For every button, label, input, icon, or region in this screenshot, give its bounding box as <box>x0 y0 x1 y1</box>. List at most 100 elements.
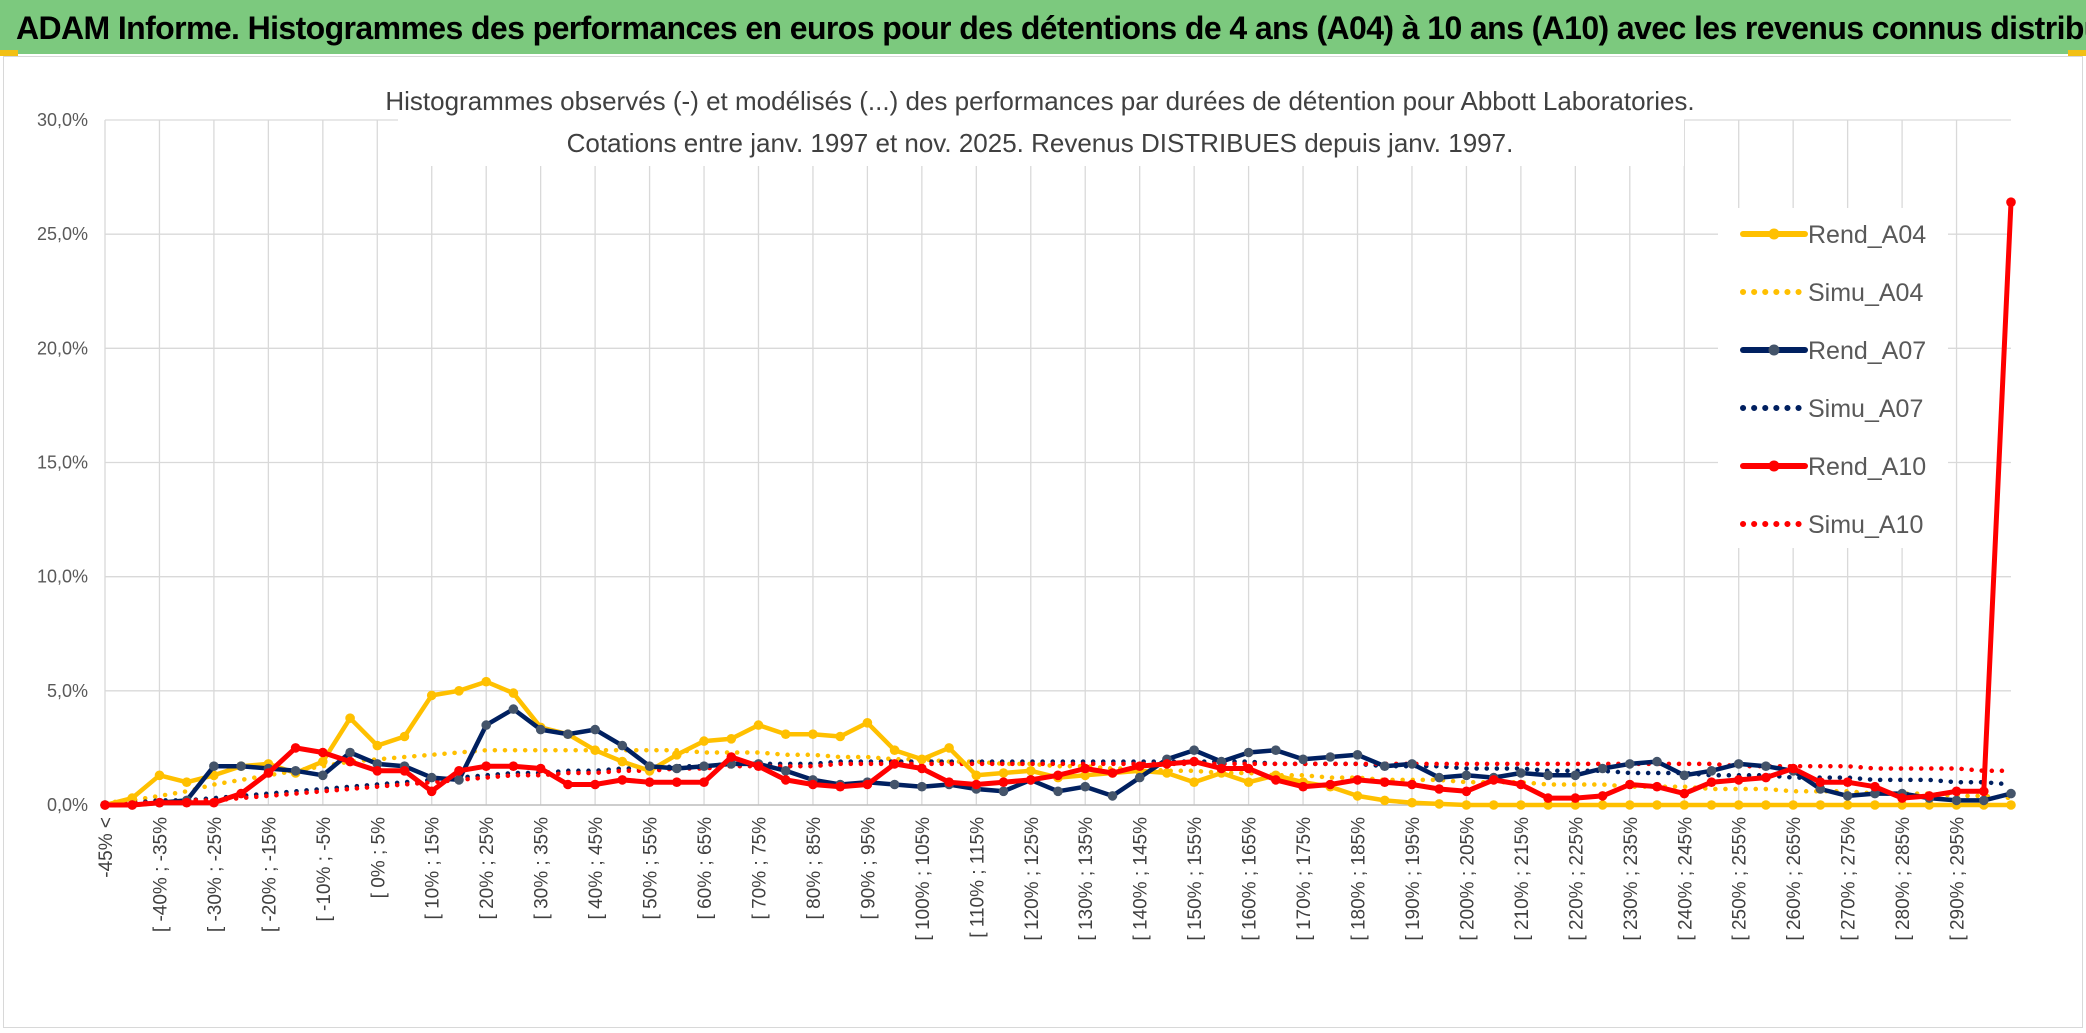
point-Rend_A04 <box>1679 800 1690 810</box>
x-tick-label: [ 250% ; 255% <box>1730 817 1751 941</box>
chart-title: Histogrammes observés (-) et modélisés (… <box>385 86 1694 116</box>
point-Rend_A10 <box>617 775 628 785</box>
point-Rend_A04 <box>862 718 873 728</box>
point-Rend_A10 <box>1026 775 1036 785</box>
point-Rend_A07 <box>454 775 464 785</box>
point-Rend_A10 <box>1979 786 1989 797</box>
point-Rend_A07 <box>318 770 328 781</box>
point-Rend_A07 <box>1434 772 1444 783</box>
grid-lines <box>104 119 2011 806</box>
point-Rend_A04 <box>590 745 600 755</box>
point-Rend_A07 <box>998 786 1009 797</box>
y-tick-label: 15,0% <box>37 453 88 473</box>
point-Rend_A10 <box>2006 197 2016 207</box>
point-Rend_A07 <box>1625 759 1635 769</box>
page-title: ADAM Informe. Histogrammes des performan… <box>16 10 2086 46</box>
series-Rend_A07 <box>100 704 2016 810</box>
point-Rend_A10 <box>1243 763 1254 774</box>
point-Rend_A04 <box>1652 800 1662 810</box>
point-Rend_A10 <box>944 777 954 787</box>
point-Rend_A07 <box>563 729 573 739</box>
x-tick-label: [ 290% ; 295% <box>1948 817 1969 941</box>
point-Rend_A04 <box>889 745 900 755</box>
point-Rend_A04 <box>1706 800 1717 810</box>
x-tick-label: -45% < <box>96 817 117 878</box>
y-tick-label: 10,0% <box>37 567 88 587</box>
x-tick-label: [ 230% ; 235% <box>1621 817 1642 941</box>
point-Rend_A10 <box>1461 786 1472 797</box>
point-Rend_A10 <box>1134 761 1145 771</box>
point-Rend_A07 <box>1134 772 1145 783</box>
point-Rend_A10 <box>481 761 492 771</box>
legend-label: Rend_A04 <box>1808 221 1926 249</box>
legend-item-Rend_A10: Rend_A10 <box>1740 453 1926 481</box>
point-Rend_A07 <box>1597 763 1608 774</box>
y-tick-label: 30,0% <box>37 110 88 130</box>
point-Rend_A04 <box>2006 800 2016 810</box>
point-Rend_A10 <box>1924 791 1935 801</box>
x-tick-label: [ -30% ; -25% <box>205 817 226 932</box>
point-Rend_A07 <box>2006 788 2016 799</box>
point-Rend_A04 <box>1842 800 1853 810</box>
point-Rend_A07 <box>345 747 355 758</box>
point-Rend_A10 <box>699 777 709 787</box>
point-Rend_A07 <box>1679 770 1690 781</box>
point-Rend_A07 <box>372 759 383 769</box>
point-Rend_A10 <box>454 766 464 776</box>
x-tick-label: [ 140% ; 145% <box>1131 817 1152 941</box>
x-tick-label: [ 20% ; 25% <box>477 817 498 920</box>
x-tick-label: [ 200% ; 205% <box>1457 817 1478 941</box>
point-Rend_A10 <box>209 797 219 808</box>
point-Rend_A04 <box>1461 800 1472 810</box>
point-Rend_A04 <box>699 736 709 746</box>
point-Rend_A04 <box>1026 766 1036 776</box>
point-Rend_A07 <box>699 761 709 771</box>
point-Rend_A10 <box>1516 779 1526 790</box>
x-tick-label: [ 0% ; 5% <box>368 817 389 898</box>
point-Rend_A07 <box>1298 754 1308 765</box>
x-tick-label: [ 210% ; 215% <box>1512 817 1533 941</box>
point-Rend_A10 <box>1189 756 1199 767</box>
point-Rend_A04 <box>1733 800 1744 810</box>
point-Rend_A07 <box>1543 770 1553 781</box>
point-Rend_A10 <box>1951 786 1962 797</box>
point-Rend_A04 <box>1516 800 1526 810</box>
point-Rend_A07 <box>1570 770 1581 781</box>
point-Rend_A10 <box>1679 788 1690 799</box>
point-Rend_A07 <box>1271 745 1281 755</box>
legend-label: Simu_A04 <box>1808 279 1923 307</box>
x-tick-label: [ 280% ; 285% <box>1893 817 1914 941</box>
legend-label: Simu_A10 <box>1808 511 1923 539</box>
point-Rend_A10 <box>508 761 519 771</box>
point-Rend_A07 <box>1325 752 1336 762</box>
point-Rend_A10 <box>753 761 764 771</box>
point-Rend_A04 <box>318 756 328 767</box>
point-Rend_A10 <box>644 777 655 787</box>
point-Rend_A10 <box>1761 772 1771 783</box>
point-Rend_A07 <box>1652 756 1662 767</box>
point-Rend_A10 <box>1652 781 1662 792</box>
point-Rend_A07 <box>1053 786 1063 797</box>
chart-frame <box>3 56 2083 1028</box>
point-Rend_A10 <box>1897 793 1907 803</box>
point-Rend_A10 <box>1216 763 1227 774</box>
point-Rend_A04 <box>1379 795 1390 806</box>
x-tick-label: [ -40% ; -35% <box>150 817 171 932</box>
y-tick-label: 25,0% <box>37 224 88 244</box>
point-Rend_A07 <box>508 704 519 714</box>
point-Rend_A10 <box>1162 759 1172 769</box>
point-Rend_A10 <box>835 781 845 792</box>
series-Rend_A10 <box>100 197 2016 810</box>
x-tick-label: [ -10% ; -5% <box>314 817 335 922</box>
point-Rend_A04 <box>1407 797 1417 808</box>
x-tick-label: [ 170% ; 175% <box>1294 817 1315 941</box>
point-Rend_A04 <box>617 756 628 767</box>
point-Rend_A10 <box>862 779 873 790</box>
point-Rend_A10 <box>1080 763 1090 774</box>
y-tick-label: 20,0% <box>37 338 88 358</box>
point-Rend_A07 <box>236 761 246 771</box>
point-Rend_A04 <box>209 770 219 781</box>
point-Rend_A10 <box>399 766 410 776</box>
y-axis-ticks: 0,0% 5,0% 10,0% 15,0% 20,0% 25,0% 30,0% <box>37 110 88 815</box>
point-Rend_A07 <box>209 761 219 771</box>
